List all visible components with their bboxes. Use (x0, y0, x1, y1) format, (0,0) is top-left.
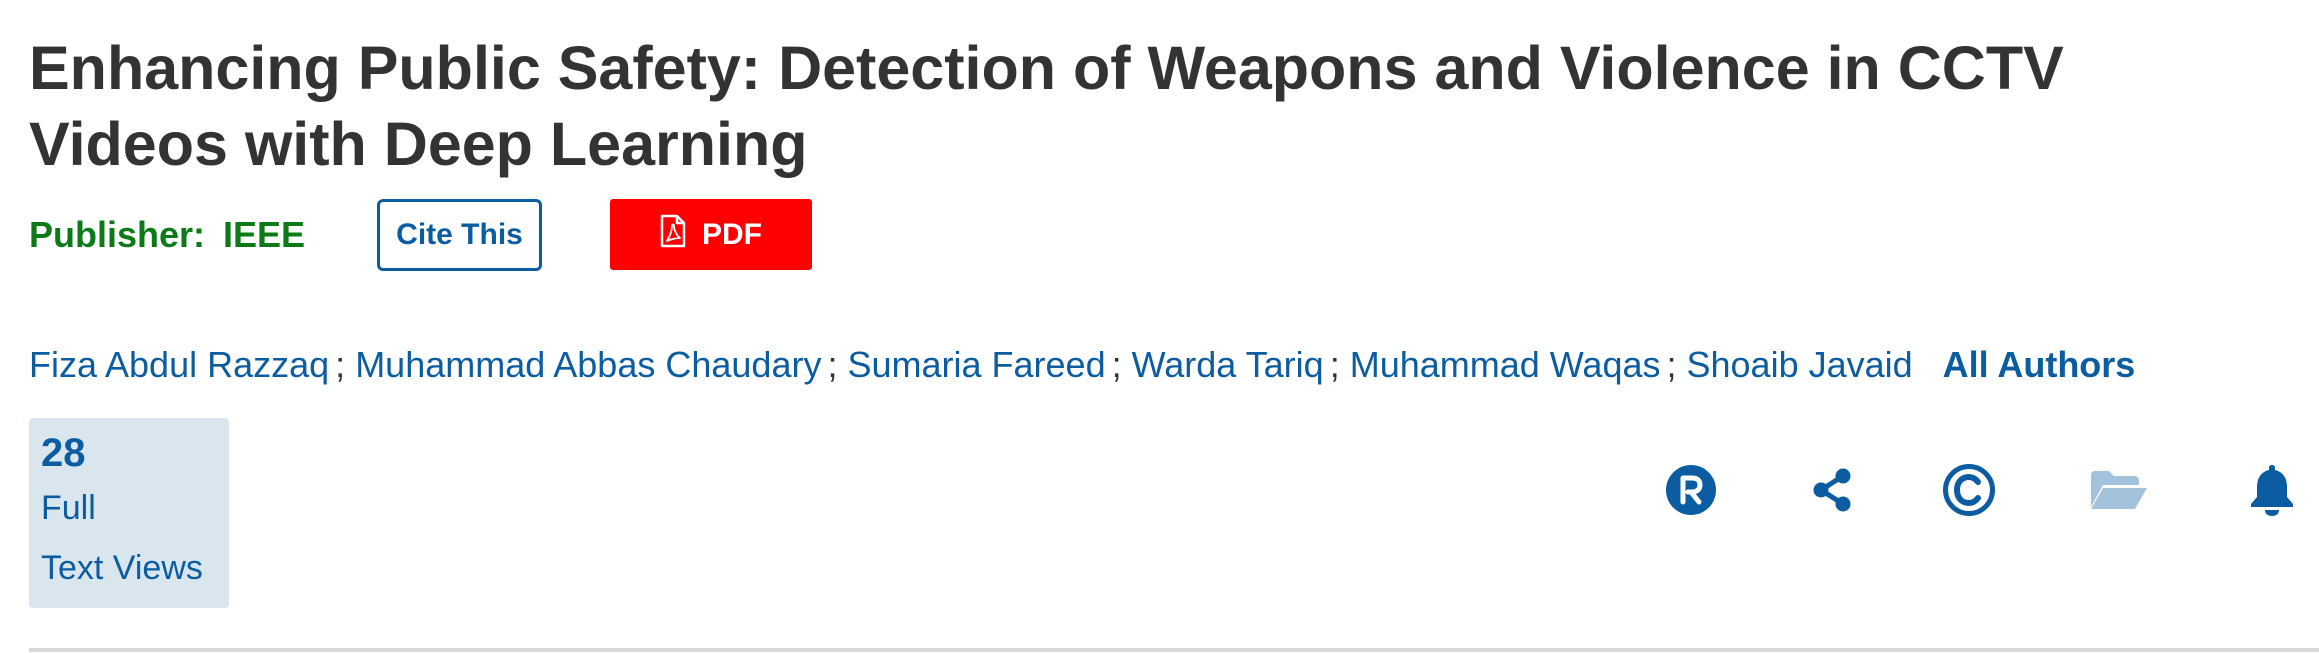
author-separator: ; (1666, 344, 1677, 385)
alerts-button[interactable] (2242, 462, 2302, 522)
share-button[interactable] (1802, 462, 1862, 522)
metric-label-line1: Full (41, 489, 96, 527)
pdf-button[interactable]: PDF (610, 199, 812, 270)
publisher-line: Publisher: IEEE (29, 214, 305, 256)
author-separator: ; (827, 344, 838, 385)
publisher-value: IEEE (223, 214, 306, 255)
copyright-button[interactable] (1939, 462, 1999, 522)
pdf-label: PDF (702, 217, 762, 251)
author-link[interactable]: Sumaria Fareed (847, 344, 1106, 385)
pdf-file-icon (660, 214, 686, 256)
all-authors-link[interactable]: All Authors (1942, 344, 2136, 385)
author-separator: ; (335, 344, 346, 385)
article-title: Enhancing Public Safety: Detection of We… (29, 34, 2064, 178)
author-link[interactable]: Fiza Abdul Razzaq (29, 344, 330, 385)
metric-label-line2: Text Views (41, 549, 203, 587)
author-separator: ; (1111, 344, 1122, 385)
publisher-label: Publisher: (29, 214, 206, 255)
share-icon (1811, 467, 1853, 518)
save-to-folder-button[interactable] (2088, 462, 2150, 522)
section-divider (29, 648, 2319, 652)
cite-this-button[interactable]: Cite This (377, 199, 542, 271)
author-link[interactable]: Shoaib Javaid (1686, 344, 1913, 385)
rights-r-icon (1665, 464, 1717, 521)
copyright-icon (1942, 463, 1996, 522)
folder-icon (2089, 469, 2149, 516)
metric-count: 28 (41, 431, 86, 475)
author-link[interactable]: Warda Tariq (1131, 344, 1324, 385)
author-separator: ; (1329, 344, 1340, 385)
author-link[interactable]: Muhammad Waqas (1349, 344, 1661, 385)
bell-icon (2248, 463, 2296, 522)
author-link[interactable]: Muhammad Abbas Chaudary (355, 344, 822, 385)
author-list: Fiza Abdul Razzaq; Muhammad Abbas Chaudar… (29, 344, 2135, 386)
rights-permissions-button[interactable] (1661, 462, 1721, 522)
full-text-views-metric[interactable]: 28 Full Text Views (29, 418, 229, 608)
